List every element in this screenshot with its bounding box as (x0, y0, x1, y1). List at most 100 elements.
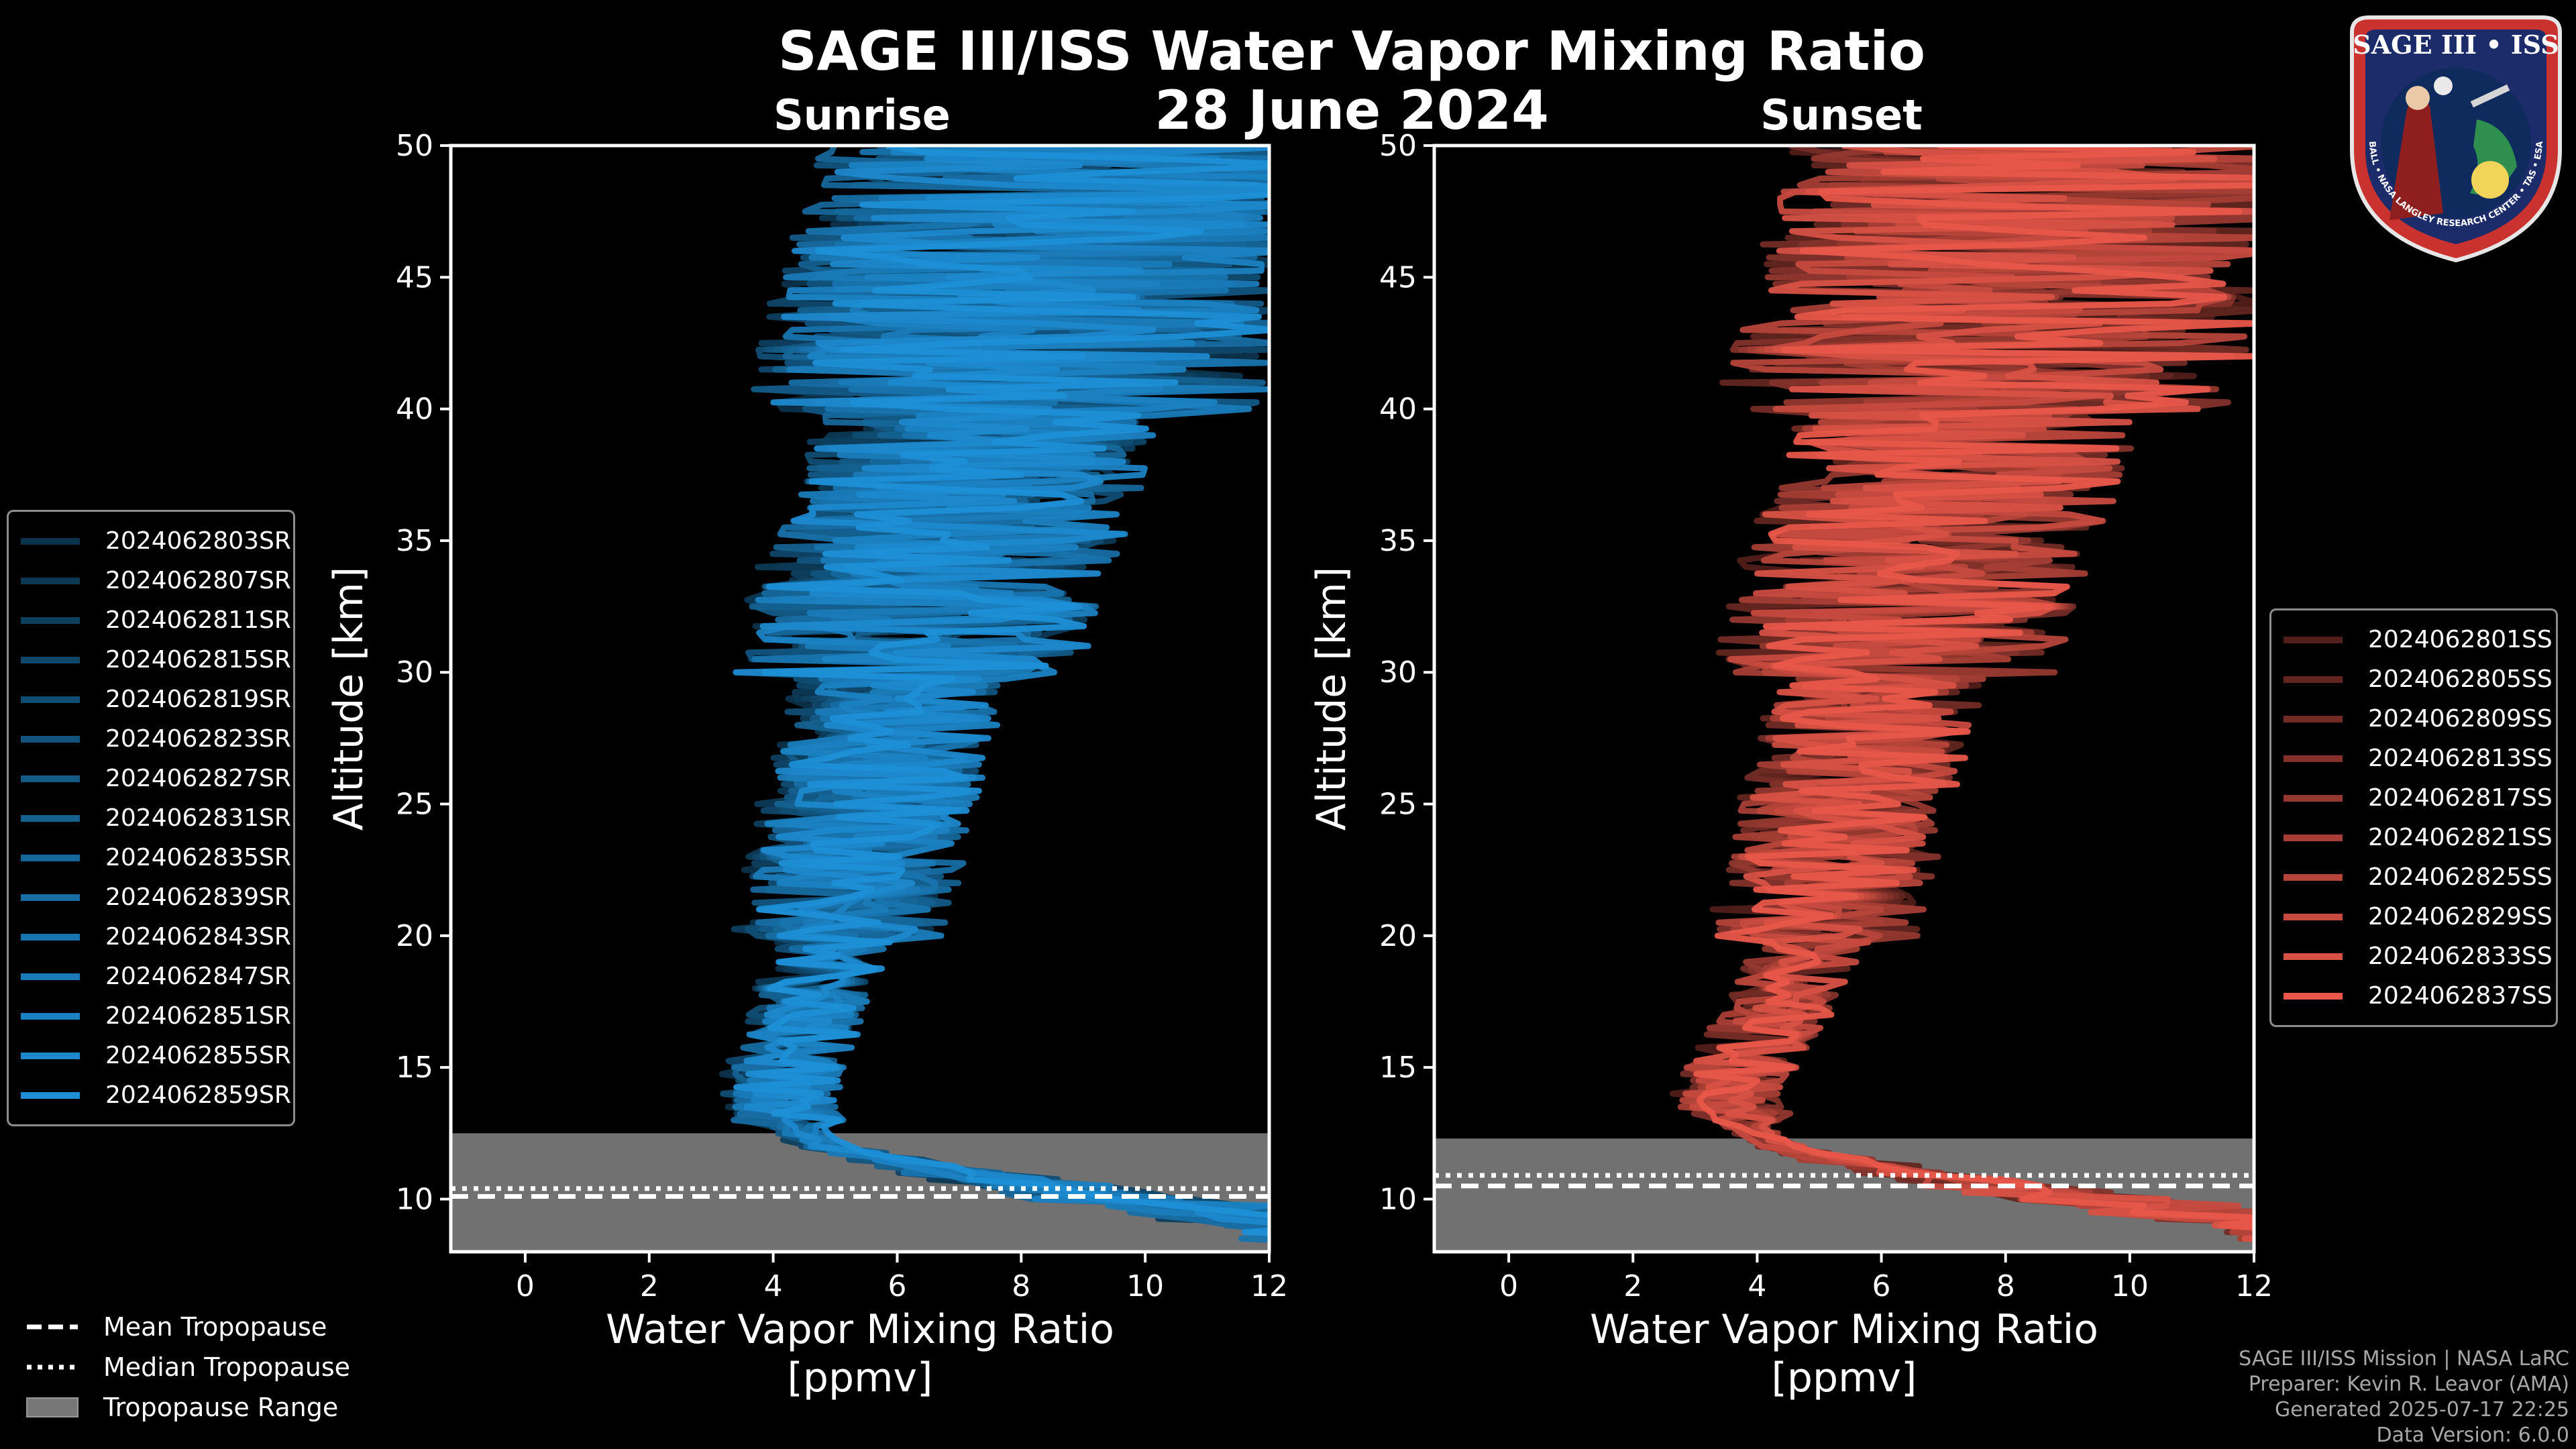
sage-iss-mission-badge: SAGE III • ISS BALL • NASA LANGLEY RESEA… (2350, 15, 2562, 263)
sunrise-legend-label: 2024062823SR (105, 725, 291, 753)
sunrise-xtick-label-0: 0 (516, 1269, 535, 1303)
sunrise-legend-swatch (21, 735, 80, 743)
sunset-profiles (1669, 146, 2254, 1242)
sunrise-legend-item: 2024062807SR (21, 561, 291, 600)
sunrise-ytick-label-25: 25 (396, 788, 433, 822)
sunrise-legend-item: 2024062823SR (21, 719, 291, 759)
sunset-legend-label: 2024062829SS (2368, 903, 2553, 930)
sunrise-legend-item: 2024062859SR (21, 1075, 291, 1115)
sunrise-ytick-label-30: 30 (396, 655, 433, 690)
sunrise-legend-item: 2024062839SR (21, 877, 291, 917)
sunrise-legend-label: 2024062839SR (105, 883, 291, 911)
sunset-ytick-label-45: 45 (1379, 260, 1417, 294)
sunrise-legend-label: 2024062843SR (105, 923, 291, 951)
legend-tropopause-range: Tropopause Range (25, 1387, 350, 1428)
sunrise-legend-label: 2024062835SR (105, 844, 291, 871)
sunrise-xtick-label-4: 4 (764, 1269, 783, 1303)
sunset-xtick-label-4: 4 (1748, 1269, 1766, 1303)
sunrise-ytick-label-15: 15 (396, 1051, 433, 1085)
figure-date: 28 June 2024 (1155, 79, 1549, 142)
sunrise-ytick-label-10: 10 (396, 1182, 433, 1216)
sunrise-legend-label: 2024062847SR (105, 963, 291, 990)
sunset-legend-swatch (2284, 636, 2343, 643)
sunset-legend-swatch (2284, 953, 2343, 960)
sunset-plot-frame (1432, 144, 2256, 1254)
sunset-legend-item: 2024062829SS (2284, 897, 2553, 936)
sunrise-legend-label: 2024062807SR (105, 567, 291, 594)
badge-figure-icon (2390, 97, 2443, 220)
sunset-ytick-label-25: 25 (1379, 788, 1417, 822)
sunset-legend-item: 2024062805SS (2284, 659, 2553, 699)
sunset-legend-item: 2024062837SS (2284, 976, 2553, 1016)
sunrise-xlabel-line2: [ppmv] (788, 1354, 933, 1401)
sunrise-legend-label: 2024062803SR (105, 527, 291, 555)
sunset-legend-swatch (2284, 715, 2343, 722)
sunrise-plot-group: 10 15 20 25 30 35 40 45 50 0 2 4 6 8 10 12 Altitude [km]… (325, 129, 1288, 1401)
sunset-legend-item: 2024062813SS (2284, 739, 2553, 778)
sunset-legend-label: 2024062801SS (2368, 626, 2553, 653)
sunset-xtick-label-10: 10 (2111, 1269, 2149, 1303)
badge-moon-icon (2434, 76, 2453, 95)
sunset-legend: 2024062801SS 2024062805SS 2024062809SS 2024… (2269, 608, 2558, 1027)
sunrise-legend-item: 2024062819SR (21, 680, 291, 719)
sunrise-legend-swatch (21, 616, 80, 624)
sunset-legend-label: 2024062805SS (2368, 665, 2553, 693)
sunrise-legend-item: 2024062851SR (21, 996, 291, 1036)
sunset-legend-item: 2024062809SS (2284, 699, 2553, 739)
tropopause-range-label: Tropopause Range (103, 1393, 339, 1422)
sunset-profile-2024062837SS (1693, 146, 2254, 1231)
sunrise-xlabel-line1: Water Vapor Mixing Ratio (606, 1306, 1114, 1353)
sunrise-legend-label: 2024062815SR (105, 646, 291, 674)
sunset-xtick-label-6: 6 (1872, 1269, 1891, 1303)
badge-sun-icon (2471, 161, 2509, 199)
sunset-xtick-label-2: 2 (1623, 1269, 1642, 1303)
credits-version: Data Version: 6.0.0 (2376, 1424, 2569, 1447)
tropopause-legend: Mean Tropopause Median Tropopause Tropop… (25, 1307, 350, 1428)
sunrise-xtick-label-2: 2 (640, 1269, 659, 1303)
credits-preparer: Preparer: Kevin R. Leavor (AMA) (2248, 1373, 2569, 1396)
sunset-legend-swatch (2284, 676, 2343, 683)
sunrise-legend-item: 2024062847SR (21, 957, 291, 996)
sunset-plot-group: 10 15 20 25 30 35 40 45 50 0 2 4 6 8 10 12 Altitude [km]… (1308, 129, 2273, 1401)
sunrise-legend-swatch (21, 854, 80, 861)
sunset-legend-label: 2024062837SS (2368, 982, 2553, 1010)
sunrise-legend-swatch (21, 894, 80, 901)
sunrise-legend-swatch (21, 537, 80, 545)
sunrise-legend-item: 2024062827SR (21, 759, 291, 798)
sunset-legend-item: 2024062801SS (2284, 620, 2553, 659)
sunrise-legend-item: 2024062835SR (21, 838, 291, 877)
sunrise-ytick-label-45: 45 (396, 260, 433, 294)
sunset-legend-label: 2024062813SS (2368, 745, 2553, 772)
sunset-ytick-label-30: 30 (1379, 655, 1417, 690)
mean-tropopause-label: Mean Tropopause (103, 1312, 327, 1342)
sunset-xtick-label-0: 0 (1499, 1269, 1518, 1303)
credits-mission: SAGE III/ISS Mission | NASA LaRC (2239, 1347, 2569, 1371)
sunrise-legend: 2024062803SR 2024062807SR 2024062811SR 2024… (7, 510, 295, 1126)
sunset-legend-swatch (2284, 913, 2343, 920)
sunset-legend-swatch (2284, 834, 2343, 841)
sunrise-legend-label: 2024062855SR (105, 1042, 291, 1069)
sunrise-legend-item: 2024062855SR (21, 1036, 291, 1075)
sunset-legend-label: 2024062833SS (2368, 943, 2553, 970)
sunrise-legend-swatch (21, 933, 80, 941)
sunset-legend-label: 2024062817SS (2368, 784, 2553, 812)
sunrise-xtick-label-6: 6 (888, 1269, 906, 1303)
median-tropopause-swatch (27, 1364, 78, 1370)
sunrise-legend-item: 2024062811SR (21, 600, 291, 640)
median-tropopause-label: Median Tropopause (103, 1352, 350, 1382)
sunrise-legend-item: 2024062831SR (21, 798, 291, 838)
sunset-legend-label: 2024062809SS (2368, 705, 2553, 733)
sunset-legend-label: 2024062821SS (2368, 824, 2553, 851)
sunset-ytick-label-50: 50 (1379, 129, 1417, 163)
sunset-ytick-label-15: 15 (1379, 1051, 1417, 1085)
legend-median-tropopause: Median Tropopause (25, 1347, 350, 1387)
sunrise-xtick-label-8: 8 (1012, 1269, 1030, 1303)
sunset-legend-swatch (2284, 794, 2343, 802)
sunrise-legend-swatch (21, 973, 80, 980)
sunrise-legend-label: 2024062851SR (105, 1002, 291, 1030)
credits-generated: Generated 2025-07-17 22:25 (2274, 1398, 2569, 1421)
tropopause-range-swatch (26, 1397, 78, 1417)
sunset-ytick-label-35: 35 (1379, 524, 1417, 558)
sunset-ytick-label-40: 40 (1379, 392, 1417, 427)
